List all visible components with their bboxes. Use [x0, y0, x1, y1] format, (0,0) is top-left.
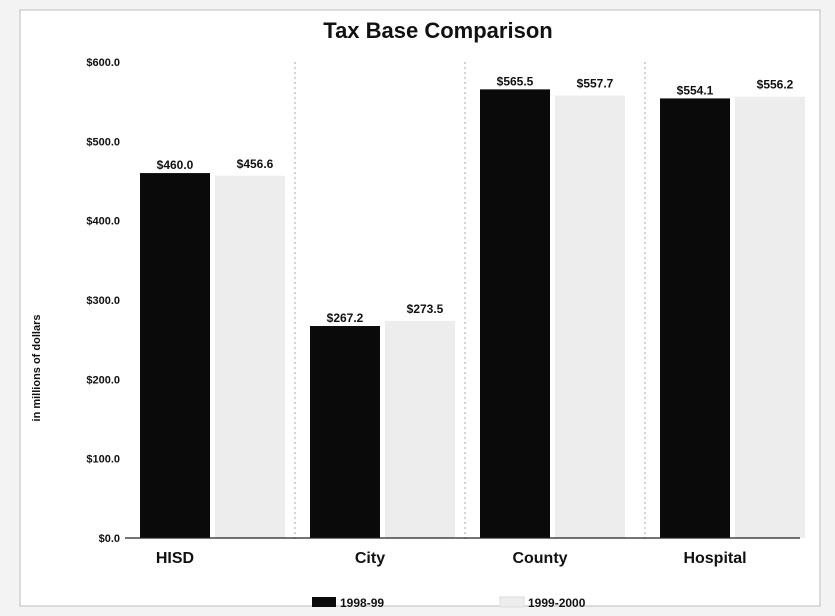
y-axis-ticks: $0.0 $100.0 $200.0 $300.0 $400.0 $500.0 $600.0: [86, 57, 120, 545]
bars: [125, 89, 805, 539]
bar-label: $554.1: [677, 83, 714, 97]
bar-label: $556.2: [757, 78, 794, 92]
legend-swatch: [499, 596, 525, 608]
y-tick-label: $300.0: [86, 295, 120, 307]
bar-labels: $460.0 $456.6 $267.2 $273.5 $565.5 $557.7 $554…: [157, 74, 794, 325]
y-tick-label: $200.0: [86, 374, 120, 386]
bar-hisd-1999-2000: [215, 175, 285, 538]
bar-county-1998-99: [480, 89, 550, 539]
y-tick-label: $0.0: [99, 533, 120, 545]
bar-label: $460.0: [157, 158, 194, 172]
y-axis-label: in millions of dollars: [31, 315, 43, 422]
category-label: Hospital: [683, 550, 746, 567]
bar-label: $273.5: [407, 302, 444, 316]
bar-label: $456.6: [237, 157, 274, 171]
category-labels: HISD City County Hospital: [156, 550, 747, 567]
bar-city-1999-2000: [385, 321, 455, 538]
y-tick-label: $400.0: [86, 216, 120, 228]
legend: 1998-99 1999-2000: [312, 596, 586, 610]
legend-swatch: [312, 597, 336, 607]
legend-label: 1998-99: [340, 596, 384, 610]
bar-county-1999-2000: [555, 95, 625, 539]
legend-label: 1999-2000: [528, 596, 586, 610]
bar-label: $267.2: [327, 311, 364, 325]
y-tick-label: $500.0: [86, 136, 120, 148]
y-tick-label: $600.0: [86, 57, 120, 69]
bar-hisd-1998-99: [140, 173, 210, 539]
bar-label: $565.5: [497, 74, 534, 88]
bar-hospital-1998-99: [660, 98, 730, 538]
category-label: HISD: [156, 550, 194, 567]
bar-label: $557.7: [577, 77, 614, 91]
y-tick-label: $100.0: [86, 454, 120, 466]
bar-city-1998-99: [310, 326, 380, 538]
chart-title: Tax Base Comparison: [323, 18, 552, 43]
category-label: City: [355, 550, 385, 567]
bar-hospital-1999-2000: [735, 96, 805, 539]
category-label: County: [512, 550, 567, 567]
